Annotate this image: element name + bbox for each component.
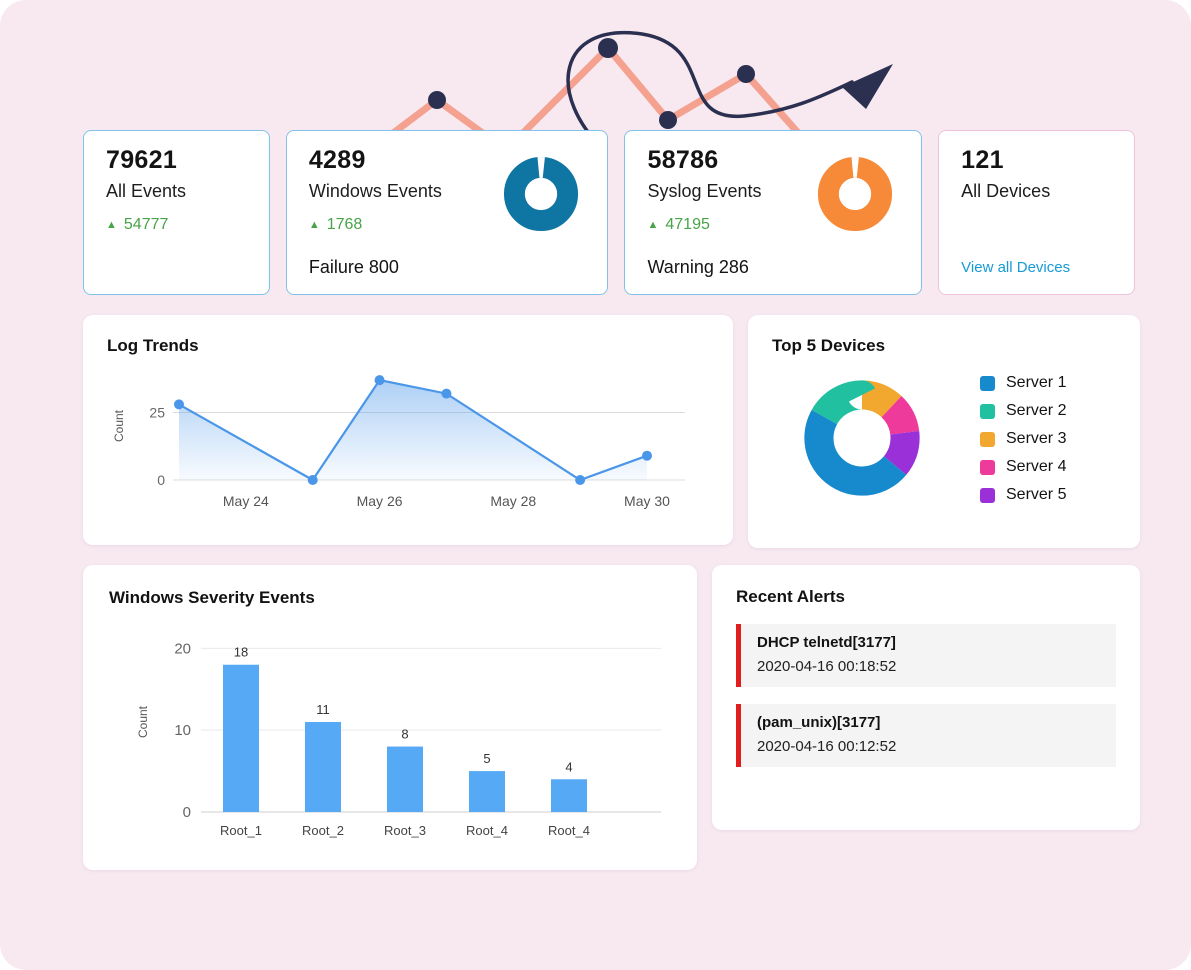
syslog-events-donut-chart: [817, 156, 893, 232]
svg-text:5: 5: [483, 751, 490, 766]
alert-item[interactable]: (pam_unix)[3177] 2020-04-16 00:12:52: [736, 704, 1116, 767]
legend-label: Server 4: [1006, 458, 1067, 475]
delta-value: 1768: [326, 216, 363, 233]
severity-events-title: Windows Severity Events: [109, 588, 315, 607]
legend-swatch: [980, 403, 995, 419]
up-triangle-icon: ▲: [106, 218, 117, 231]
stat-label: All Events: [106, 181, 187, 201]
stat-footer: Warning 286: [647, 257, 749, 277]
up-triangle-icon: ▲: [647, 218, 659, 231]
legend-label: Server 1: [1006, 374, 1067, 391]
log-trends-title: Log Trends: [107, 336, 199, 355]
stat-footer: Failure 800: [308, 257, 399, 277]
severity-chart: 0 10 20 Count 18 Root_1 11 Root_2 8 Root_3 5 Root_4…: [136, 640, 661, 838]
delta-value: 54777: [123, 216, 169, 233]
svg-text:0: 0: [183, 804, 191, 821]
svg-text:11: 11: [316, 702, 330, 717]
svg-text:18: 18: [234, 645, 248, 660]
svg-text:25: 25: [149, 405, 165, 421]
up-triangle-icon: ▲: [308, 218, 320, 231]
legend-item-server-1[interactable]: Server 1: [980, 374, 1066, 392]
svg-text:Count: Count: [136, 705, 150, 738]
stat-card-syslog-events: 58786 Syslog Events ▲ 47195 Warning 286: [624, 130, 923, 295]
svg-text:Root_1: Root_1: [220, 823, 262, 838]
top-devices-title: Top 5 Devices: [772, 336, 886, 355]
alert-item[interactable]: DHCP telnetd[3177] 2020-04-16 00:18:52: [736, 624, 1116, 687]
delta-value: 47195: [665, 216, 710, 233]
delta-badge: ▲ 54777: [106, 216, 247, 234]
svg-text:Root_3: Root_3: [384, 823, 426, 838]
svg-text:10: 10: [174, 722, 191, 739]
recent-alerts-card: Recent Alerts DHCP telnetd[3177] 2020-04…: [712, 565, 1140, 830]
legend-item-server-2[interactable]: Server 2: [980, 402, 1066, 420]
svg-text:May 30: May 30: [624, 493, 670, 509]
view-all-devices-link[interactable]: View all Devices: [961, 259, 1071, 276]
stat-value: 79621: [106, 146, 178, 174]
windows-events-donut-chart: [503, 156, 579, 232]
legend-swatch: [980, 375, 995, 391]
svg-text:0: 0: [157, 472, 165, 488]
stat-card-windows-events: 4289 Windows Events ▲ 1768 Failure 800: [285, 130, 609, 295]
legend: Server 1 Server 2 Server 3 Server 4 Serv…: [980, 364, 1066, 514]
alert-title: (pam_unix)[3177]: [757, 714, 881, 731]
svg-text:May 28: May 28: [490, 493, 536, 509]
stat-label: Windows Events: [308, 181, 442, 201]
svg-text:4: 4: [565, 759, 572, 774]
delta-badge: ▲ 47195: [647, 216, 899, 234]
svg-text:Root_4: Root_4: [548, 823, 590, 838]
svg-text:Count: Count: [112, 409, 126, 442]
svg-text:20: 20: [174, 640, 191, 657]
svg-text:May 26: May 26: [357, 493, 403, 509]
alert-title: DHCP telnetd[3177]: [757, 634, 896, 651]
svg-text:Root_4: Root_4: [466, 823, 508, 838]
legend-swatch: [980, 487, 995, 503]
alert-time: 2020-04-16 00:12:52: [757, 738, 897, 755]
stat-label: Syslog Events: [647, 181, 762, 201]
alert-time: 2020-04-16 00:18:52: [757, 658, 897, 675]
stat-value: 4289: [308, 146, 366, 174]
log-trends-card: Log Trends 0 25 May 24 May 26 May 28 May 30 Co…: [83, 315, 733, 545]
svg-text:Root_2: Root_2: [302, 823, 344, 838]
legend-label: Server 5: [1006, 486, 1067, 503]
stat-card-all-events: 79621 All Events ▲ 54777: [83, 130, 270, 295]
top-devices-card: Top 5 Devices Server 1 Server 2 Server 3: [748, 315, 1140, 548]
log-trends-chart: 0 25 May 24 May 26 May 28 May 30 Count: [112, 375, 685, 509]
severity-events-card: Windows Severity Events 0 10 20 Count 18 Root…: [83, 565, 697, 870]
legend-label: Server 2: [1006, 402, 1067, 419]
stat-value: 121: [961, 146, 1004, 174]
legend-swatch: [980, 431, 995, 447]
delta-badge: ▲ 1768: [309, 216, 586, 234]
legend-item-server-5[interactable]: Server 5: [980, 486, 1066, 504]
stat-label: All Devices: [961, 181, 1051, 201]
legend-item-server-3[interactable]: Server 3: [980, 430, 1066, 448]
stats-row: 79621 All Events ▲ 54777 4289 Windows Ev…: [83, 130, 1135, 295]
recent-alerts-title: Recent Alerts: [736, 587, 845, 606]
top-devices-body: Server 1 Server 2 Server 3 Server 4 Serv…: [772, 362, 1116, 514]
svg-text:May 24: May 24: [223, 493, 269, 509]
svg-text:8: 8: [401, 727, 408, 742]
top-devices-donut-chart: [804, 380, 920, 496]
legend-swatch: [980, 459, 995, 475]
legend-item-server-4[interactable]: Server 4: [980, 458, 1066, 476]
legend-label: Server 3: [1006, 430, 1067, 447]
stat-card-all-devices: 121 All Devices View all Devices: [938, 130, 1135, 295]
